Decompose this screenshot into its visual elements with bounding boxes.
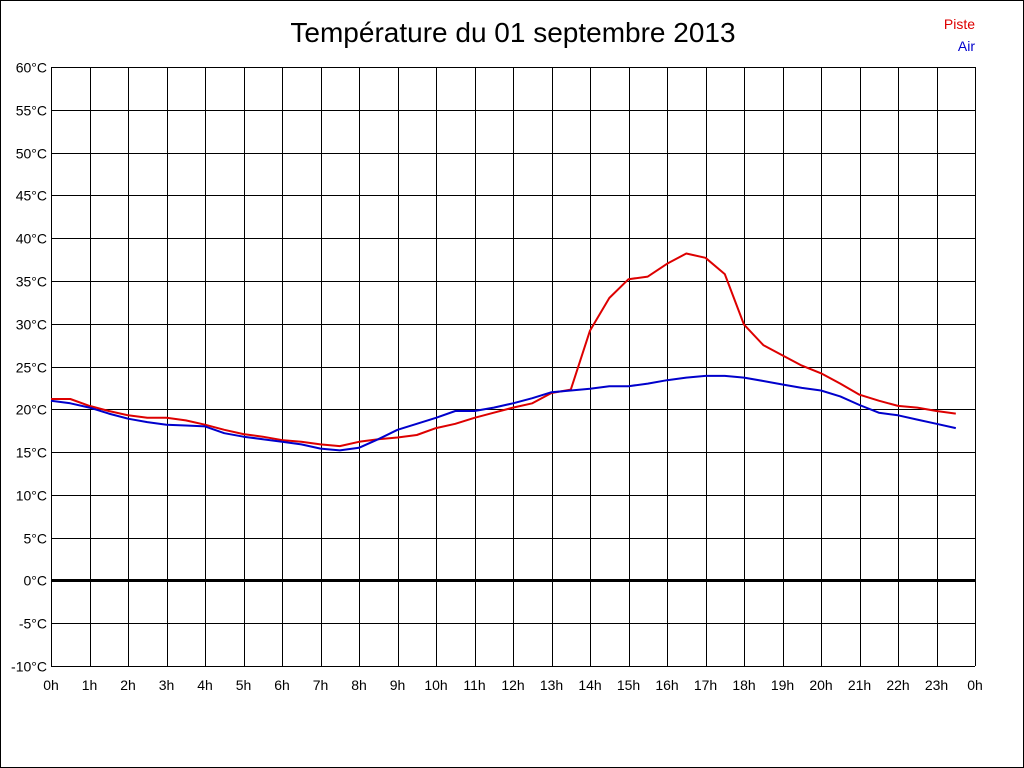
x-tick-label: 4h xyxy=(197,677,213,693)
y-tick-label: 5°C xyxy=(24,531,48,547)
y-tick-label: -10°C xyxy=(11,659,47,675)
y-tick-label: 20°C xyxy=(16,402,47,418)
x-tick-label: 20h xyxy=(809,677,832,693)
y-tick-label: 0°C xyxy=(24,573,48,589)
legend-item-piste: Piste xyxy=(943,16,975,32)
x-tick-label: 15h xyxy=(617,677,640,693)
x-tick-label: 22h xyxy=(886,677,909,693)
x-tick-label: 9h xyxy=(390,677,406,693)
y-tick-label: 10°C xyxy=(16,488,47,504)
y-tick-label: 60°C xyxy=(16,60,47,76)
x-tick-label: 21h xyxy=(848,677,871,693)
x-tick-label: 1h xyxy=(82,677,98,693)
x-tick-label: 12h xyxy=(501,677,524,693)
x-tick-label: 10h xyxy=(424,677,447,693)
x-tick-label: 5h xyxy=(236,677,252,693)
x-tick-label: 2h xyxy=(120,677,136,693)
y-tick-label: 30°C xyxy=(16,317,47,333)
x-tick-label: 3h xyxy=(159,677,175,693)
chart-legend: Piste Air xyxy=(944,13,975,57)
x-tick-label: 7h xyxy=(313,677,329,693)
y-tick-label: 35°C xyxy=(16,274,47,290)
y-tick-label: 55°C xyxy=(16,103,47,119)
y-tick-label: -5°C xyxy=(19,616,47,632)
x-tick-label: 0h xyxy=(43,677,59,693)
y-tick-label: 40°C xyxy=(16,231,47,247)
x-tick-label: 23h xyxy=(925,677,948,693)
x-tick-label: 19h xyxy=(771,677,794,693)
x-tick-label: 17h xyxy=(694,677,717,693)
series-line-air xyxy=(50,374,957,452)
x-tick-label: 16h xyxy=(655,677,678,693)
y-tick-label: 25°C xyxy=(16,360,47,376)
y-tick-label: 50°C xyxy=(16,146,47,162)
x-tick-label: 6h xyxy=(274,677,290,693)
x-tick-label: 0h xyxy=(967,677,983,693)
x-tick-label: 18h xyxy=(732,677,755,693)
x-tick-label: 14h xyxy=(578,677,601,693)
series-line-piste xyxy=(51,252,956,448)
chart-title: Température du 01 septembre 2013 xyxy=(290,17,736,48)
legend-item-air: Air xyxy=(957,38,975,54)
x-tick-label: 13h xyxy=(540,677,563,693)
y-tick-label: 15°C xyxy=(16,445,47,461)
y-tick-label: 45°C xyxy=(16,188,47,204)
x-tick-label: 8h xyxy=(351,677,367,693)
x-tick-label: 11h xyxy=(463,677,485,693)
